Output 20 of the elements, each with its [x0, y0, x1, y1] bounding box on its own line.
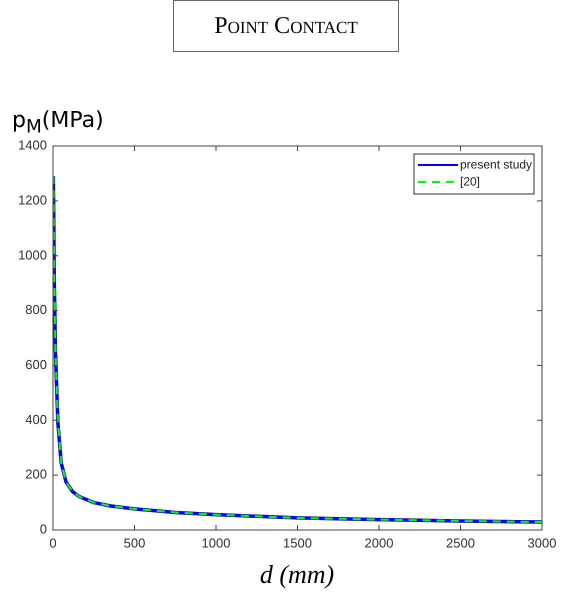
y-tick-label: 400: [25, 412, 47, 427]
chart-title: Point Contact: [173, 0, 399, 52]
x-tick-label: 1500: [283, 535, 312, 550]
x-tick-label: 3000: [528, 535, 556, 550]
legend-label: present study: [460, 157, 532, 172]
x-tick-label: 1000: [202, 535, 230, 550]
x-tick-label: 0: [49, 535, 57, 550]
y-tick-label: 1400: [18, 138, 47, 153]
y-tick-label: 1200: [18, 192, 47, 208]
legend-label: [20]: [460, 174, 480, 188]
y-axis-title: p$_{M}$(MPa): [12, 108, 104, 138]
x-axis-title: d (mm): [258, 560, 336, 590]
y-tick-label: 0: [40, 522, 47, 537]
y-tick-label: 600: [25, 357, 47, 372]
x-tick-label: 2000: [364, 535, 394, 550]
y-tick-label: 1000: [18, 247, 47, 262]
y-tick-label: 800: [25, 302, 47, 318]
x-tick-label: 500: [124, 535, 146, 550]
y-tick-label: 200: [25, 466, 47, 482]
x-tick-label: 2500: [446, 535, 475, 550]
